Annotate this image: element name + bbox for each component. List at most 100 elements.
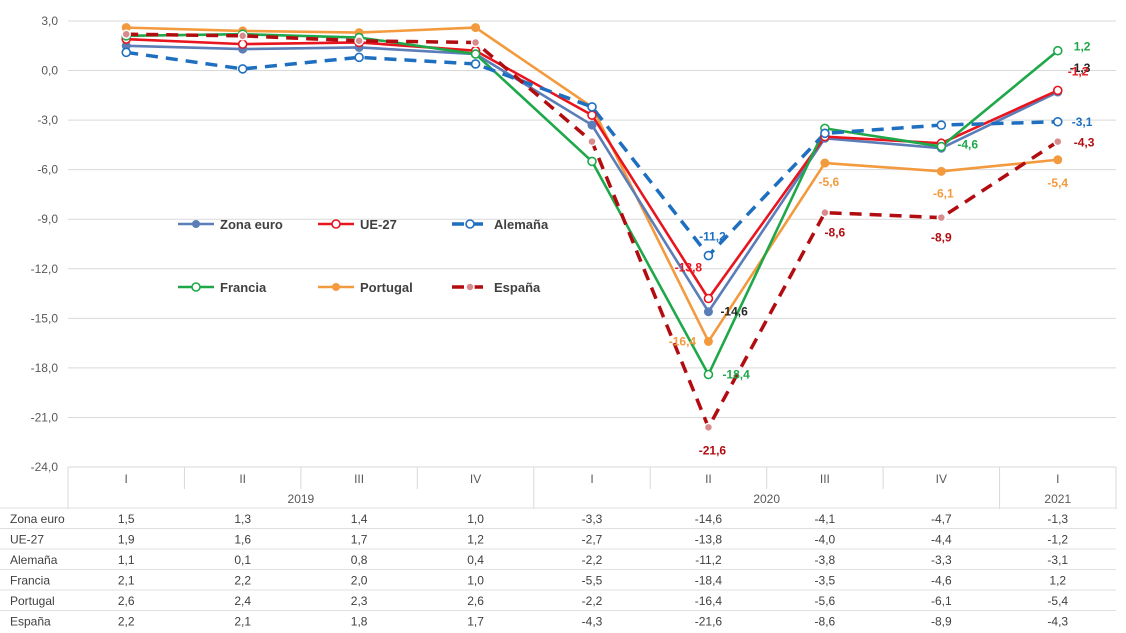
data-label: -16,4 <box>669 334 697 348</box>
table-row-label: Portugal <box>10 594 55 608</box>
data-label: 1,2 <box>1074 40 1091 54</box>
table-cell: 1,4 <box>351 512 368 526</box>
table-cell: -4,4 <box>931 533 952 547</box>
table-cell: -3,5 <box>815 574 836 588</box>
data-point <box>1052 45 1063 56</box>
table-cell: -18,4 <box>695 574 723 588</box>
data-point <box>703 250 714 261</box>
data-label: -4,3 <box>1074 136 1095 150</box>
y-tick-label: -21,0 <box>31 410 59 424</box>
table-cell: 2,2 <box>118 615 135 629</box>
table-cell: -8,9 <box>931 615 952 629</box>
data-point <box>470 59 481 69</box>
y-tick-label: -12,0 <box>31 262 59 276</box>
x-tick-label: I <box>590 472 593 486</box>
data-label: -14,6 <box>720 305 748 319</box>
legend-swatch-marker <box>465 219 475 229</box>
data-point <box>820 207 830 218</box>
data-point <box>470 37 481 48</box>
table-cell: -2,2 <box>582 553 603 567</box>
y-tick-label: 3,0 <box>41 14 58 28</box>
data-point <box>820 128 830 139</box>
table-cell: 1,3 <box>234 512 251 526</box>
table-cell: 2,3 <box>351 594 368 608</box>
table-cell: 0,1 <box>234 553 251 567</box>
legend-swatch-marker <box>332 283 340 291</box>
y-tick-label: -3,0 <box>37 113 58 127</box>
data-point <box>121 29 131 39</box>
table-cell: -2,2 <box>582 594 603 608</box>
year-label: 2019 <box>288 492 315 506</box>
table-cell: -2,7 <box>582 533 603 547</box>
table-cell: 2,1 <box>234 615 251 629</box>
table-cell: -21,6 <box>695 615 723 629</box>
table-cell: 1,7 <box>351 533 368 547</box>
table-cell: -14,6 <box>695 512 723 526</box>
y-tick-label: -15,0 <box>31 311 59 325</box>
data-point <box>936 120 947 130</box>
table-cell: -1,3 <box>1047 512 1068 526</box>
year-label: 2020 <box>753 492 780 506</box>
table-cell: 1,1 <box>118 553 135 567</box>
year-label: 2021 <box>1044 492 1071 506</box>
data-label: -21,6 <box>699 443 727 457</box>
data-label: -4,6 <box>957 138 978 152</box>
data-point <box>703 369 714 380</box>
data-point <box>703 422 714 433</box>
y-tick-label: -9,0 <box>37 212 58 226</box>
table-cell: -4,1 <box>815 512 836 526</box>
table-cell: 0,4 <box>467 553 484 567</box>
table-cell: 1,0 <box>467 574 484 588</box>
data-label: -8,9 <box>931 231 952 245</box>
data-point <box>703 293 714 304</box>
x-tick-label: I <box>1056 472 1059 486</box>
legend-label: España <box>494 280 541 295</box>
table-cell: 0,8 <box>351 553 368 567</box>
table-row-label: Zona euro <box>10 512 65 526</box>
legend-label: Alemaña <box>494 217 549 232</box>
table-row-label: España <box>10 615 51 629</box>
data-point <box>470 49 481 59</box>
data-point <box>1052 116 1063 127</box>
data-label: -6,1 <box>933 186 954 200</box>
y-tick-label: -18,0 <box>31 361 59 375</box>
table-cell: -13,8 <box>695 533 723 547</box>
y-tick-label: -24,0 <box>31 460 59 474</box>
data-point <box>354 36 364 46</box>
table-cell: -5,6 <box>815 594 836 608</box>
x-tick-label: III <box>354 472 364 486</box>
table-cell: -4,7 <box>931 512 952 526</box>
table-cell: -5,4 <box>1047 594 1068 608</box>
series-line <box>125 50 1058 258</box>
table-cell: 2,6 <box>118 594 135 608</box>
series-line <box>126 44 1059 314</box>
table-cell: -11,2 <box>695 553 722 567</box>
table-cell: 1,5 <box>118 512 135 526</box>
table-cell: -4,3 <box>1047 615 1068 629</box>
data-point <box>471 23 481 33</box>
data-point <box>1053 155 1063 165</box>
data-label: -18,4 <box>722 367 750 381</box>
table-cell: -4,6 <box>931 574 952 588</box>
table-cell: 1,7 <box>467 615 484 629</box>
data-label: -1,2 <box>1068 64 1089 78</box>
table-cell: 1,6 <box>234 533 251 547</box>
data-point <box>936 212 947 223</box>
legend-label: Portugal <box>360 280 413 295</box>
table-cell: -4,0 <box>815 533 836 547</box>
x-tick-label: IV <box>470 472 481 486</box>
data-point <box>587 136 597 147</box>
table-cell: -3,3 <box>582 512 603 526</box>
table-cell: -16,4 <box>695 594 723 608</box>
data-point <box>1053 136 1063 147</box>
data-point <box>703 307 713 317</box>
data-label: -13,8 <box>675 261 703 275</box>
table-row-label: Alemaña <box>10 553 58 567</box>
data-label: -5,4 <box>1047 176 1068 190</box>
data-label: -11,2 <box>699 230 726 244</box>
data-point <box>237 39 248 49</box>
table-cell: 2,4 <box>234 594 251 608</box>
data-point <box>237 31 248 41</box>
table-cell: 1,2 <box>467 533 484 547</box>
